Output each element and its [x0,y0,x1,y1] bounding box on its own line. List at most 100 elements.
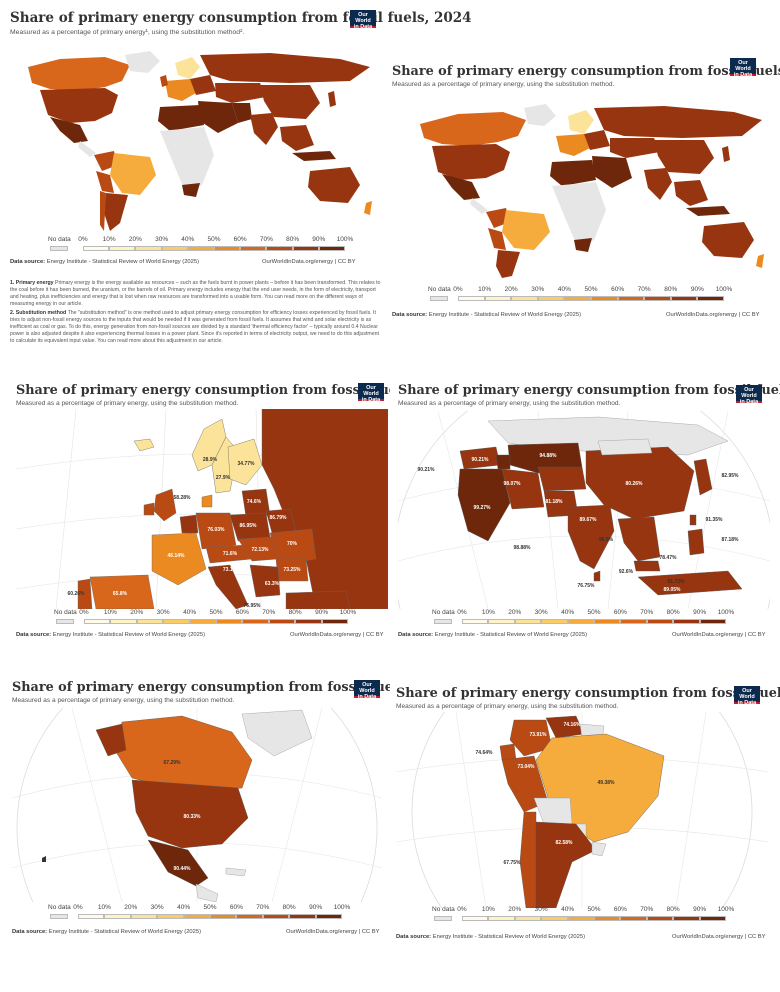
legend-swatch [262,914,290,919]
legend-tick-label: 50% [584,286,598,293]
region-denmark [201,494,213,508]
legend-swatch [646,916,674,921]
logo-line-2: in Data [357,693,377,700]
region-n-africa [158,105,204,131]
region-argentina [104,193,128,231]
label-ukraine: 70% [287,541,298,547]
region-china [260,85,320,119]
owid-logo[interactable]: Our World in Data [730,58,756,77]
legend-tick-label: 0% [78,236,88,243]
legend-tick-label: 80% [666,906,680,913]
label-indonesia: 89.05% [664,587,682,593]
legend-swatch [110,619,137,624]
legend-swatch [541,916,568,921]
region-portugal [77,578,93,609]
footer-right[interactable]: OurWorldInData.org/energy | CC BY [262,259,356,265]
region-greenland [524,104,556,126]
region-se-asia [674,180,708,206]
legend-nodata-label: No data [432,609,455,616]
region-greenland [125,51,160,73]
legend-nodata-label: No data [428,286,451,293]
legend-swatch [289,914,316,919]
note-1-link[interactable]: You can read more on the different ways … [10,294,363,308]
legend-swatch [511,296,538,301]
region-japan [328,91,336,107]
region-caucasus [495,454,511,470]
footer-source[interactable]: Energy Institute - Statistical Review of… [432,934,586,940]
footer-right[interactable]: OurWorldInData.org/energy | CC BY [286,929,380,935]
note-2-link[interactable]: You can read more about this adjustment … [97,338,223,345]
label-germany: 76.03% [208,527,226,533]
owid-logo[interactable]: Our World in Data [734,686,760,705]
legend-swatch [488,619,515,624]
footer-source[interactable]: Energy Institute - Statistical Review of… [46,259,200,265]
footer-right[interactable]: OurWorldInData.org/energy | CC BY [290,632,384,638]
owid-logo[interactable]: Our World in Data [350,10,376,29]
legend-tick-label: 100% [717,906,735,913]
region-ecuador [499,743,517,761]
region-argentina [535,821,597,908]
legend-asia: No data 0% 10% 20% 30% 40% 50% 60% 70% 80% 90% 100… [432,609,734,629]
panel-world-title: Share of primary energy consumption from… [392,64,780,79]
legend-swatch [104,914,131,919]
region-turkey [285,590,351,609]
legend-swatch [462,916,489,921]
label-poland: 86.95% [240,523,258,529]
notes-block: 1. Primary energy Primary energy is the … [10,280,382,347]
note-1-label: 1. Primary energy [10,280,54,286]
footer-right[interactable]: OurWorldInData.org/energy | CC BY [666,312,760,318]
region-nz [364,201,372,215]
legend-swatch [514,916,542,921]
legend-tick-label: 80% [664,286,678,293]
region-canada [28,57,130,91]
region-s-africa [182,183,200,197]
legend-swatch [699,619,726,624]
region-usa [432,144,510,180]
legend-swatch [697,296,724,301]
region-scandinavia [175,57,200,79]
owid-logo[interactable]: Our World in Data [358,383,384,402]
footer-source[interactable]: Energy Institute - Statistical Review of… [52,632,206,638]
label-sri-lanka: 76.75% [578,583,596,589]
footer-source[interactable]: Energy Institute - Statistical Review of… [48,929,202,935]
region-se-asia [280,125,314,151]
label-france: 46.14% [168,553,186,559]
panel-north-america: Share of primary energy consumption from… [0,672,450,942]
footer-right[interactable]: OurWorldInData.org/energy | CC BY [672,632,766,638]
footer-right[interactable]: OurWorldInData.org/energy | CC BY [672,934,766,940]
legend-swatch [292,246,319,251]
legend-swatch [620,916,647,921]
label-china: 80.26% [626,481,644,487]
region-malaysia [633,560,661,572]
label-romania: 73.25% [284,567,302,573]
label-brazil: 49.38% [598,780,616,786]
legend-tick-label: 10% [481,609,495,616]
region-italy [207,564,249,609]
footer-source[interactable]: Energy Institute - Statistical Review of… [428,312,582,318]
owid-logo[interactable]: Our World in Data [736,385,762,404]
legend-tick-label: 0% [73,904,83,911]
region-korea-japan [693,458,713,496]
legend-nodata-label: No data [48,904,71,911]
legend-swatch [670,296,698,301]
owid-logo[interactable]: Our World in Data [354,680,380,700]
footer: Data source: Energy Institute - Statisti… [396,934,585,940]
region-usa [131,779,249,849]
legend-swatch [673,619,700,624]
region-w-europe [556,134,590,156]
region-australia [702,222,754,258]
panel-na-title: Share of primary energy consumption from… [12,680,450,695]
region-russia [594,106,762,138]
footer-source[interactable]: Energy Institute - Statistical Review of… [434,632,588,638]
legend-tick-label: 80% [666,609,680,616]
panel-south-america: Share of primary energy consumption from… [390,680,780,952]
label-hungary: 72.13% [252,547,270,553]
legend-swatch [644,296,671,301]
region-iran [501,468,545,510]
region-spain [89,574,155,609]
region-africa [552,182,606,248]
legend-tick-label: 50% [203,904,217,911]
label-mexico: 90.44% [174,866,192,872]
legend-swatch [266,246,293,251]
region-balkans [249,564,281,598]
